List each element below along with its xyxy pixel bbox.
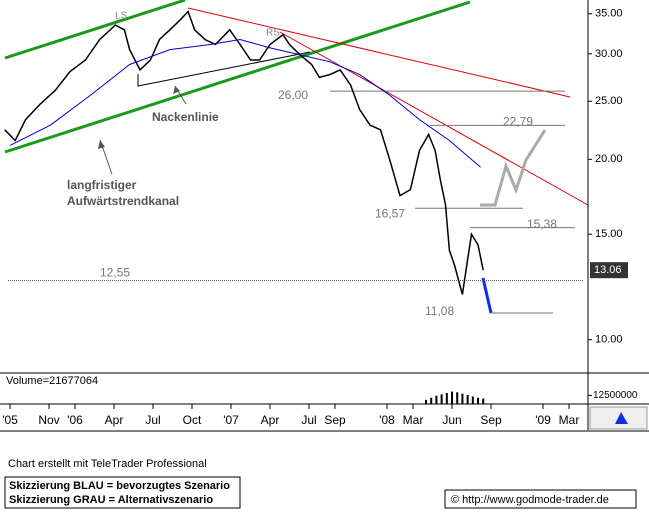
volume-bar (445, 392, 448, 404)
volume-bar (435, 395, 438, 404)
level-label: 15,38 (527, 217, 557, 231)
annotation: langfristiger (67, 178, 137, 192)
legend-text: Skizzierung BLAU = bevorzugtes Szenario (9, 480, 230, 492)
last-price-label: 13.06 (594, 264, 622, 276)
legend-text: Skizzierung GRAU = Alternativszenario (9, 494, 213, 506)
y-tick-label: 25.00 (595, 95, 623, 107)
x-tick-label: '08 (379, 413, 395, 427)
x-tick-label: '07 (223, 413, 239, 427)
toolbar-icon (615, 412, 628, 424)
y-tick-label: 15.00 (595, 228, 623, 240)
annotation: LS (115, 11, 128, 22)
x-tick-label: Apr (105, 413, 124, 427)
y-tick-label: 35.00 (595, 8, 623, 20)
y-tick-label: 30.00 (595, 48, 623, 60)
x-tick-label: Jun (442, 413, 461, 427)
y-tick-label: 12500000 (593, 390, 638, 401)
x-tick-label: Nov (38, 413, 59, 427)
x-tick-label: Mar (403, 413, 424, 427)
volume-bar (425, 399, 428, 404)
volume-bar (471, 396, 474, 404)
volume-title: Volume=21677064 (6, 375, 98, 387)
channel-lower (4, 0, 471, 154)
x-tick-label: '09 (535, 413, 551, 427)
annotation: Nackenlinie (152, 110, 219, 124)
arrow-head (98, 140, 105, 149)
volume-bar (466, 395, 469, 404)
volume-bar (461, 393, 464, 404)
channel-upper (4, 0, 186, 60)
annotation: Aufwärtstrendkanal (67, 194, 179, 208)
level-label: 22,79 (503, 115, 533, 129)
volume-bar (482, 398, 485, 404)
volume-bar (430, 397, 433, 404)
trend-line (279, 31, 589, 206)
volume-bar (440, 394, 443, 404)
copyright: © http://www.godmode-trader.de (451, 494, 609, 506)
x-tick-label: Jul (301, 413, 316, 427)
x-tick-label: Oct (183, 413, 202, 427)
x-tick-label: Jul (145, 413, 160, 427)
x-tick-label: '05 (2, 413, 18, 427)
copyright-box (444, 489, 637, 509)
y-tick-label: 20.00 (595, 153, 623, 165)
x-tick-label: Sep (480, 413, 502, 427)
trend-line (187, 7, 571, 98)
credit: Chart erstellt mit TeleTrader Profession… (8, 458, 207, 470)
last-price-box (590, 262, 628, 279)
level-label: 11,08 (425, 304, 454, 318)
volume-bar (451, 391, 454, 404)
main-scenario (481, 277, 493, 314)
alt-scenario (480, 129, 547, 207)
volume-bar (477, 397, 480, 404)
level-label: 12,55 (100, 266, 130, 280)
x-tick-label: '06 (67, 413, 83, 427)
neckline (137, 51, 311, 87)
price-line (4, 10, 484, 295)
x-tick-label: Apr (261, 413, 280, 427)
level-label: 26,00 (278, 88, 308, 102)
arrow-head (173, 86, 180, 94)
x-tick-label: Mar (559, 413, 580, 427)
price-line (9, 38, 481, 168)
x-tick-label: Sep (324, 413, 346, 427)
volume-bar (456, 392, 459, 404)
level-label: 16,57 (375, 206, 405, 220)
y-tick-label: 10.00 (595, 334, 623, 346)
legend-box (4, 476, 241, 509)
annotation: RS (266, 28, 280, 39)
